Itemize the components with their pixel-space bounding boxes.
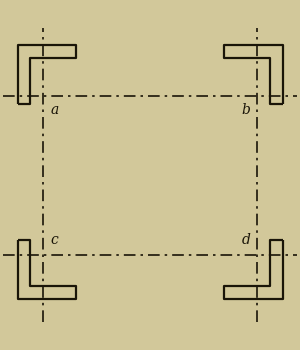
Text: d: d xyxy=(241,233,250,247)
Text: a: a xyxy=(50,103,58,117)
Text: c: c xyxy=(50,233,58,247)
Text: b: b xyxy=(241,103,250,117)
